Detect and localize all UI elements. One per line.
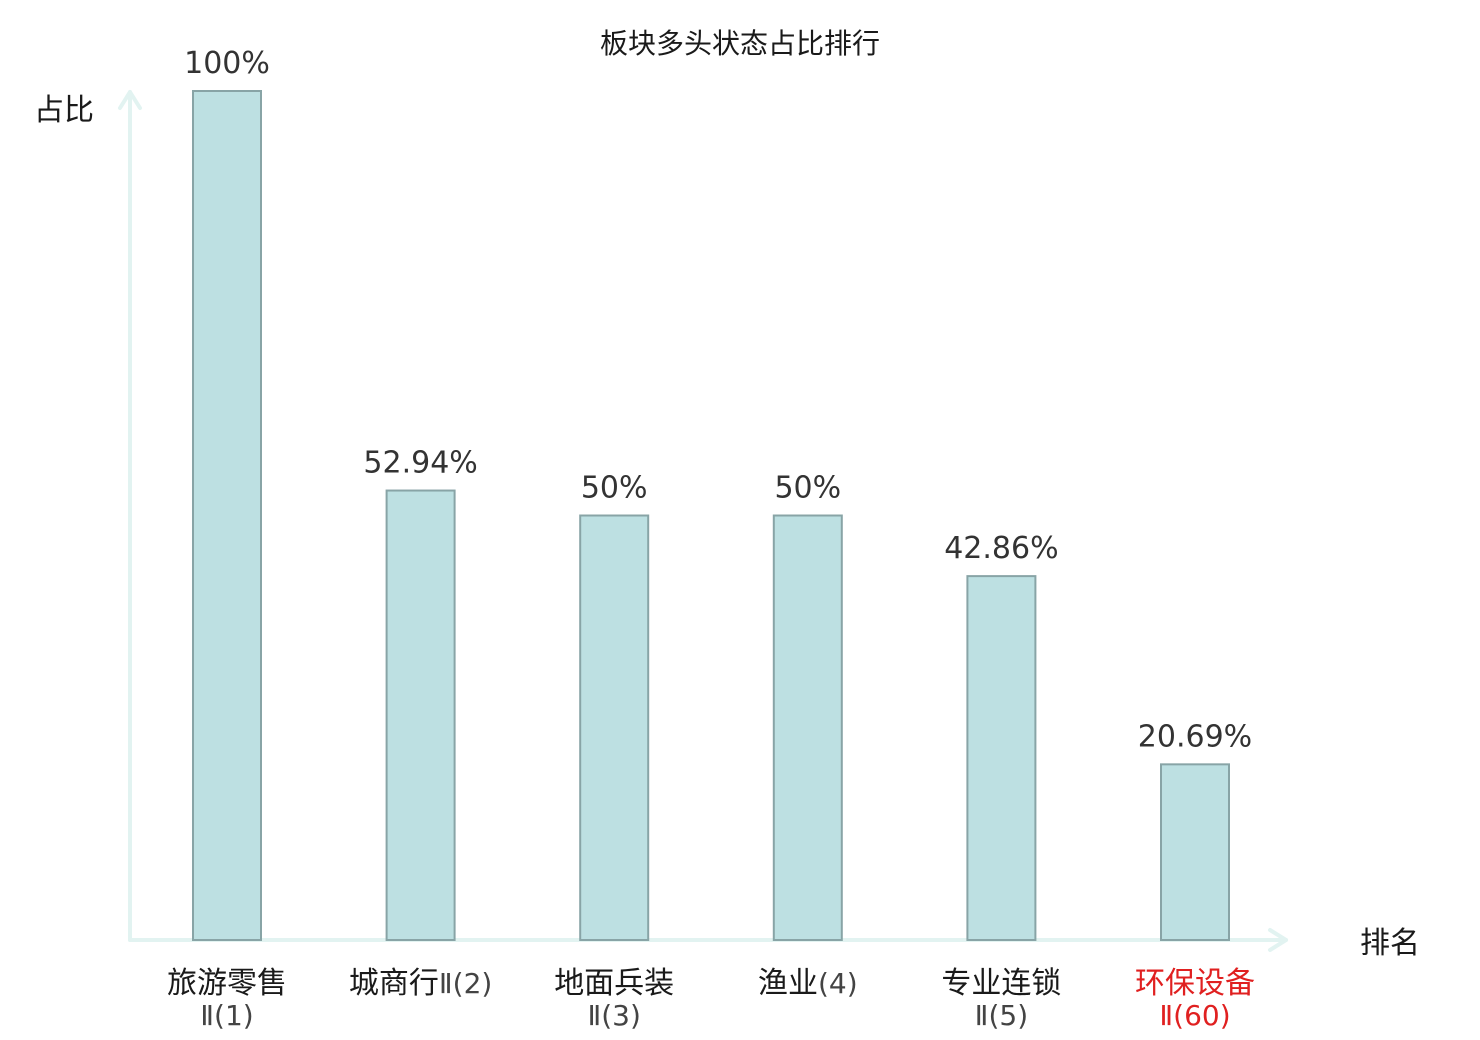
category-rank-6: Ⅱ(60) [1159,999,1230,1032]
category-name-2: 城商行 [349,966,439,1001]
bars-group [192,90,1230,942]
category-name-4: 渔业 [758,966,818,1001]
category-name-5: 专业连锁 [941,966,1061,1001]
bar-2 [385,489,456,941]
bar-1 [192,90,262,941]
x-axis-label: 排名 [1360,926,1420,961]
bar-4 [772,514,843,941]
value-labels-group: 100% 52.94% 50% 50% 42.86% 20.69% [184,46,1252,754]
category-label-2: 城商行Ⅱ(2) [349,966,492,1001]
value-label-1: 100% [184,46,270,81]
value-label-5: 42.86% [944,531,1058,566]
value-label-3: 50% [581,471,648,506]
value-label-6: 20.69% [1138,719,1252,754]
y-axis [118,90,142,942]
category-rank-4: (4) [818,967,858,1000]
category-rank-2: Ⅱ(2) [439,967,492,1000]
category-rank-3: Ⅱ(3) [587,999,640,1032]
category-name-3: 地面兵装 [554,966,674,1001]
value-label-4: 50% [774,471,841,506]
bar-6 [1160,763,1230,942]
x-axis [128,928,1288,952]
category-name-6: 环保设备 [1135,966,1255,1001]
category-rank-1: Ⅱ(1) [200,999,253,1032]
bar-3 [579,514,650,941]
category-rank-5: Ⅱ(5) [975,999,1028,1032]
category-name-1: 旅游零售 [167,966,287,1001]
bar-5 [966,575,1037,941]
value-label-2: 52.94% [363,446,477,481]
y-axis-label: 占比 [34,93,94,128]
chart-title: 板块多头状态占比排行 [600,27,880,60]
category-label-4: 渔业(4) [758,966,858,1001]
